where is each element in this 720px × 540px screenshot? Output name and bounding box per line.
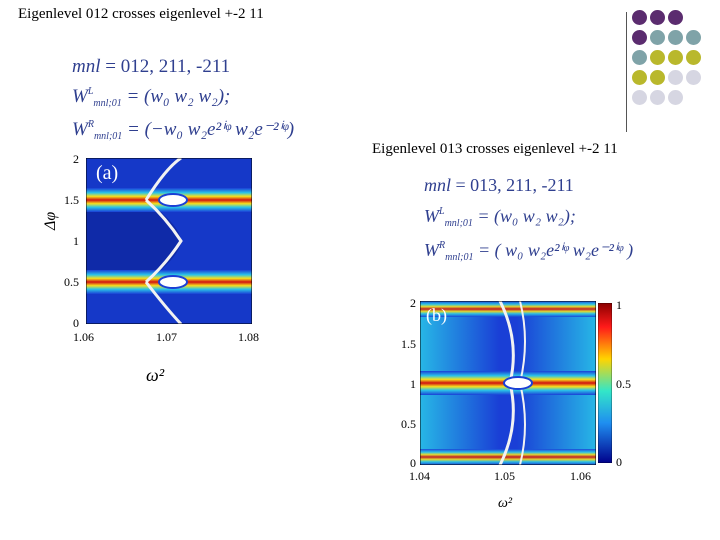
heatmap-panel-b [420,301,596,465]
separator-line [626,12,627,132]
decorative-dot [650,70,665,85]
a-ytick: 0.5 [64,275,79,289]
decorative-dot [632,30,647,45]
title-panel-a: Eigenlevel 012 crosses eigenlevel +-2 11 [18,6,264,22]
b-xlabel: ω² [498,496,513,511]
b-xtick: 1.06 [570,469,591,483]
eq-b-mnl: mnl = 013, 211, -211 [424,175,574,195]
eq-a-mnl: mnl = 012, 211, -211 [72,56,231,77]
title-panel-b: Eigenlevel 013 crosses eigenlevel +-2 11 [372,141,618,157]
eq-b-wr: WRmnl;01 = ( w₀ w₂e²ⁱᵠ w₂e⁻²ⁱᵠ ) [424,240,634,263]
decorative-dot [668,30,683,45]
b-ytick: 1 [410,377,416,391]
decorative-dot [668,90,683,105]
a-ytick: 0 [73,316,79,330]
b-ytick: 1.5 [401,337,416,351]
decorative-dot [686,30,701,45]
colorbar-tick: 0.5 [616,377,631,391]
a-xlabel: ω² [146,365,165,385]
a-xtick: 1.06 [73,330,94,344]
b-xtick: 1.05 [494,469,515,483]
eq-a-wr: WRmnl;01 = (−w₀ w₂e²ⁱᵠ w₂e⁻²ⁱᵠ) [72,119,295,142]
panel-b-label: (b) [426,305,447,325]
decorative-dot [668,50,683,65]
decorative-dot [632,70,647,85]
a-ytick: 1 [73,234,79,248]
b-ytick: 0 [410,456,416,470]
a-ylabel: Δφ [42,211,59,230]
a-ytick: 1.5 [64,193,79,207]
decorative-dot [650,90,665,105]
decorative-dot [650,10,665,25]
decorative-dot [668,10,683,25]
b-xtick: 1.04 [409,469,430,483]
decorative-dot [686,70,701,85]
decorative-dot [632,10,647,25]
colorbar-tick: 1 [616,298,622,312]
decorative-dot [668,70,683,85]
decorative-dot [632,50,647,65]
colorbar-tick: 0 [616,455,622,469]
decorative-dot [686,50,701,65]
decorative-dot [650,30,665,45]
eq-b-wl: WLmnl;01 = (w₀ w₂ w₂); [424,206,576,229]
heatmap-panel-a [86,158,252,324]
a-ytick: 2 [73,152,79,166]
colorbar [598,303,612,463]
decorative-dot [632,90,647,105]
b-ytick: 2 [410,296,416,310]
eq-a-wl: WLmnl;01 = (w₀ w₂ w₂); [72,86,231,109]
panel-a-label: (a) [96,162,119,184]
a-xtick: 1.08 [238,330,259,344]
decorative-dot [650,50,665,65]
decorative-dots [632,10,712,120]
b-ytick: 0.5 [401,417,416,431]
a-xtick: 1.07 [156,330,177,344]
